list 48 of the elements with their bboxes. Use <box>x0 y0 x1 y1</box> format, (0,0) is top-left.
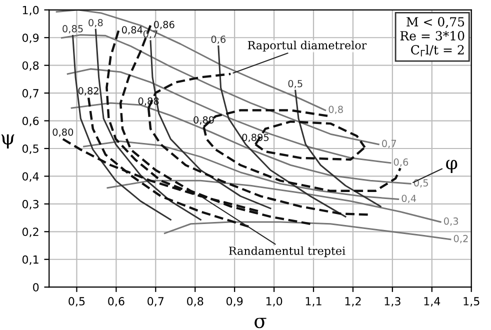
series-label: 0,5 <box>414 179 428 188</box>
series-label: 0,8 <box>88 18 103 28</box>
y-tick-label: 0,5 <box>22 144 38 154</box>
annotation: φ <box>446 160 458 173</box>
series-label: 0,85 <box>62 25 83 34</box>
y-tick-label: 0,7 <box>22 89 38 99</box>
x-tick-label: 0,9 <box>226 297 243 307</box>
y-tick-label: 0,1 <box>22 255 38 265</box>
x-tick-label: 1,3 <box>384 297 400 307</box>
x-tick-label: 1,4 <box>424 297 440 307</box>
x-tick-label: 0,7 <box>148 297 164 307</box>
y-tick-label: 0,3 <box>22 200 38 210</box>
y-tick-label: 0,6 <box>22 116 39 126</box>
annotation: Re = 3*10 <box>400 31 464 41</box>
x-tick-label: 0,5 <box>68 297 85 307</box>
series-label: 0,89 <box>194 116 214 125</box>
x-tick-label: 0,8 <box>187 297 204 307</box>
y-tick-label: 0,2 <box>22 228 38 238</box>
y-axis-title: ψ <box>1 134 14 148</box>
series-label: 0,6 <box>394 158 408 167</box>
annotation: C$_{Γ}$l/t = 2 <box>411 44 464 56</box>
series-label: 0,8 <box>328 106 343 114</box>
x-tick-label: 1,5 <box>464 297 480 307</box>
series-label: 0,7 <box>143 30 158 39</box>
annotation: M < 0,75 <box>406 17 464 28</box>
series-label: 0,86 <box>154 20 174 30</box>
series-label: 0,895 <box>242 134 269 142</box>
y-tick-label: 0,9 <box>22 34 39 44</box>
series-label: 0,6 <box>211 36 226 44</box>
series-label: 0,5 <box>288 80 302 88</box>
x-tick-label: 0,6 <box>108 297 124 307</box>
x-tick-label: 1,1 <box>306 297 322 307</box>
y-tick-label: 0,8 <box>22 61 39 71</box>
series-label: 0,82 <box>78 87 98 96</box>
x-axis-title: σ <box>254 318 266 328</box>
series-label: 0,7 <box>382 140 396 148</box>
y-tick-label: 0 <box>33 283 39 292</box>
series-label: 0,3 <box>444 217 458 226</box>
series-label: 0,84 <box>122 26 142 35</box>
x-tick-label: 1,2 <box>345 297 361 307</box>
series-label: 0,2 <box>454 234 468 244</box>
y-tick-label: 0,4 <box>22 172 39 182</box>
series-label: 0,80 <box>52 128 74 137</box>
y-tick-label: 1,0 <box>22 6 39 16</box>
x-tick-label: 1,0 <box>266 297 282 307</box>
annotation: Randamentul treptei <box>229 246 346 258</box>
series-label: 0,4 <box>402 194 416 204</box>
annotation: Raportul diametrelor <box>248 40 367 52</box>
